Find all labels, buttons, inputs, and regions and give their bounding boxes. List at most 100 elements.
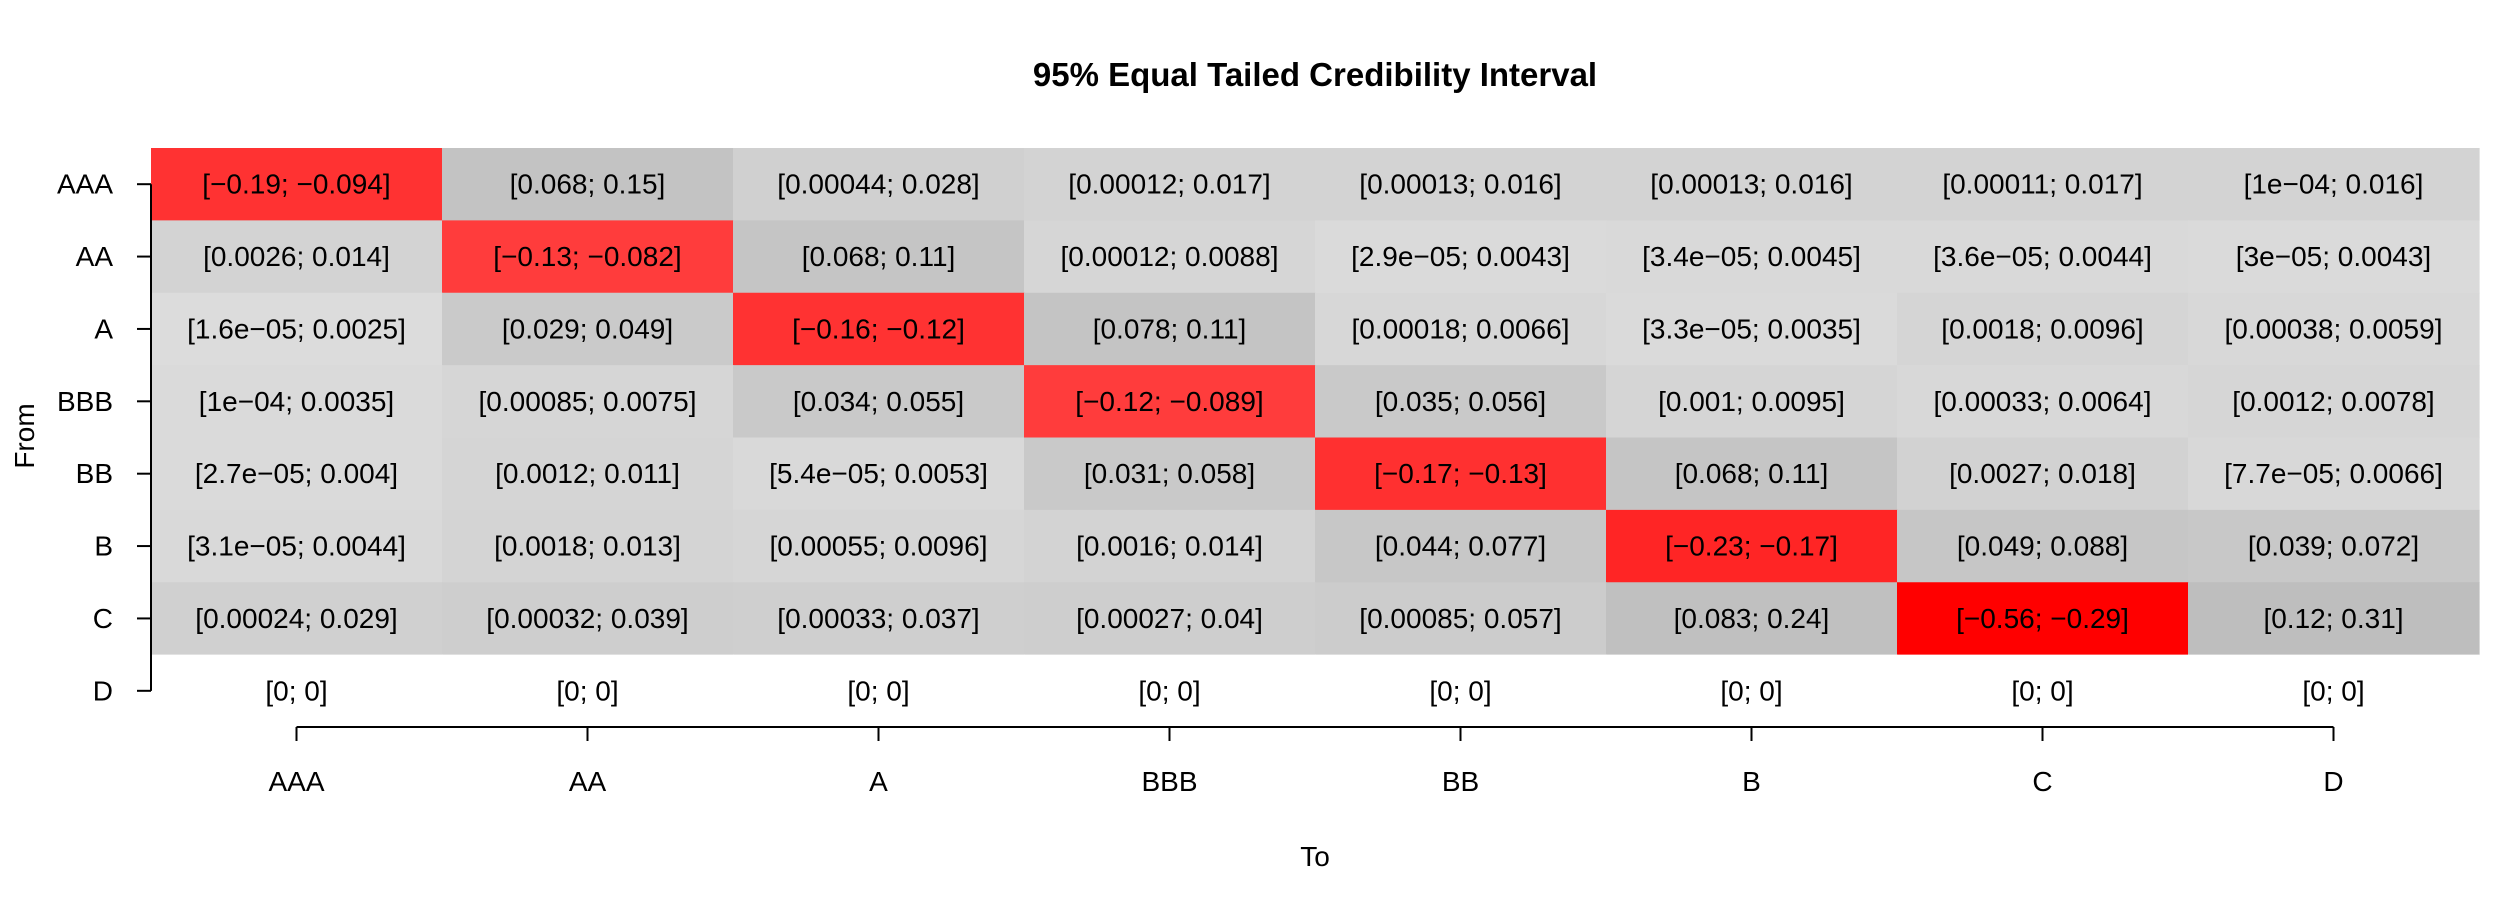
cell-label: [1.6e−05; 0.0025] xyxy=(187,313,406,344)
cell-label: [−0.56; −0.29] xyxy=(1956,603,2129,634)
cell-label: [0.00024; 0.029] xyxy=(195,603,397,634)
heatmap-cell xyxy=(1315,148,1607,221)
y-tick-label: AAA xyxy=(57,169,113,200)
heatmap-cell xyxy=(733,220,1025,294)
heatmap-cell xyxy=(733,292,1025,366)
heatmap-cell xyxy=(2188,220,2480,294)
cell-label: [3.3e−05; 0.0035] xyxy=(1642,313,1861,344)
heatmap-cell xyxy=(1024,220,1316,294)
heatmap-cell xyxy=(1606,437,1898,511)
y-tick-label: C xyxy=(93,603,113,634)
cell-label: [7.7e−05; 0.0066] xyxy=(2224,458,2443,489)
heatmap-cell xyxy=(1897,654,2189,728)
heatmap-cell xyxy=(1024,365,1316,439)
cell-label: [0.00013; 0.016] xyxy=(1359,169,1561,200)
cell-label: [0.00011; 0.017] xyxy=(1942,169,2142,200)
cell-label: [0.00033; 0.037] xyxy=(777,603,979,634)
x-tick-label: BB xyxy=(1442,766,1479,797)
y-tick-label: B xyxy=(94,531,113,562)
heatmap-cell xyxy=(151,509,443,583)
cell-label: [0; 0] xyxy=(1429,675,1491,706)
heatmap-cell xyxy=(442,292,734,366)
heatmap-cell xyxy=(1606,582,1898,656)
heatmap-cell xyxy=(442,365,734,439)
heatmap-cell xyxy=(1606,292,1898,366)
heatmap-cell xyxy=(151,220,443,294)
heatmap-cell xyxy=(1024,582,1316,656)
heatmap-cell xyxy=(1606,365,1898,439)
heatmap-cell xyxy=(1315,437,1607,511)
chart-title: 95% Equal Tailed Credibility Interval xyxy=(1033,56,1597,93)
heatmap-cell xyxy=(442,654,734,728)
cell-label: [0.0018; 0.013] xyxy=(494,531,681,562)
heatmap-cell xyxy=(2188,148,2480,221)
cell-label: [−0.12; −0.089] xyxy=(1075,386,1263,417)
cell-label: [3.4e−05; 0.0045] xyxy=(1642,241,1861,272)
heatmap-cell xyxy=(733,654,1025,728)
cell-label: [0; 0] xyxy=(1138,675,1200,706)
x-tick-label: B xyxy=(1742,766,1761,797)
y-tick-label: A xyxy=(94,313,113,344)
heatmap-cell xyxy=(151,582,443,656)
heatmap-cell xyxy=(1315,509,1607,583)
heatmap-cell xyxy=(151,148,443,221)
heatmap-cell xyxy=(733,365,1025,439)
heatmap-cell xyxy=(1606,220,1898,294)
cell-label: [2.7e−05; 0.004] xyxy=(195,458,398,489)
cell-label: [3e−05; 0.0043] xyxy=(2236,241,2431,272)
heatmap-cell xyxy=(442,509,734,583)
cell-label: [0; 0] xyxy=(1720,675,1782,706)
cell-label: [0.00085; 0.0075] xyxy=(479,386,697,417)
heatmap-cell xyxy=(151,365,443,439)
cell-label: [0.00033; 0.0064] xyxy=(1934,386,2152,417)
heatmap-cell xyxy=(151,654,443,728)
heatmap-cell xyxy=(2188,509,2480,583)
heatmap-cell xyxy=(733,509,1025,583)
heatmap-cell xyxy=(733,437,1025,511)
cell-label: [3.6e−05; 0.0044] xyxy=(1933,241,2152,272)
heatmap-cell xyxy=(1897,148,2189,221)
heatmap-cell xyxy=(2188,365,2480,439)
heatmap-cell xyxy=(2188,654,2480,728)
cell-label: [0.00018; 0.0066] xyxy=(1352,313,1570,344)
x-tick-label: AA xyxy=(569,766,607,797)
heatmap-cell xyxy=(1897,292,2189,366)
cell-label: [0.0018; 0.0096] xyxy=(1941,313,2143,344)
cell-label: [0.029; 0.049] xyxy=(502,313,673,344)
heatmap-cell xyxy=(1315,654,1607,728)
heatmap-cell xyxy=(2188,582,2480,656)
cell-label: [0.00032; 0.039] xyxy=(486,603,688,634)
y-tick-label: AA xyxy=(76,241,114,272)
cell-label: [2.9e−05; 0.0043] xyxy=(1351,241,1570,272)
x-tick-label: BBB xyxy=(1141,766,1197,797)
cell-label: [1e−04; 0.016] xyxy=(2244,169,2424,200)
heatmap-cell xyxy=(733,148,1025,221)
cell-labels: [−0.19; −0.094] [0.068; 0.15] [0.00044; 0.… xyxy=(187,169,2443,707)
heatmap-cell xyxy=(1024,148,1316,221)
x-tick-label: C xyxy=(2032,766,2052,797)
heatmap-cell xyxy=(1897,220,2189,294)
x-axis: AAA AA A BBB BB B C D xyxy=(268,726,2344,797)
heatmap-cell xyxy=(2188,292,2480,366)
cell-label: [−0.13; −0.082] xyxy=(493,241,681,272)
heatmap-cell xyxy=(1897,509,2189,583)
cell-label: [0.0012; 0.0078] xyxy=(2232,386,2434,417)
heatmap-cell xyxy=(1024,437,1316,511)
cell-label: [0.00027; 0.04] xyxy=(1076,603,1263,634)
heatmap-cell xyxy=(442,582,734,656)
cell-label: [0; 0] xyxy=(265,675,327,706)
cell-label: [3.1e−05; 0.0044] xyxy=(187,531,406,562)
heatmap-cell xyxy=(1897,365,2189,439)
cell-label: [0.00044; 0.028] xyxy=(777,169,979,200)
cell-label: [0.035; 0.056] xyxy=(1375,386,1546,417)
y-tick-label: BB xyxy=(76,458,113,489)
heatmap-cell xyxy=(442,148,734,221)
cell-label: [0.0027; 0.018] xyxy=(1949,458,2136,489)
heatmap-cell xyxy=(1315,220,1607,294)
heatmap-cell xyxy=(442,437,734,511)
heatmap-cell xyxy=(151,437,443,511)
cell-label: [0.068; 0.11] xyxy=(802,241,956,272)
cell-label: [5.4e−05; 0.0053] xyxy=(769,458,988,489)
